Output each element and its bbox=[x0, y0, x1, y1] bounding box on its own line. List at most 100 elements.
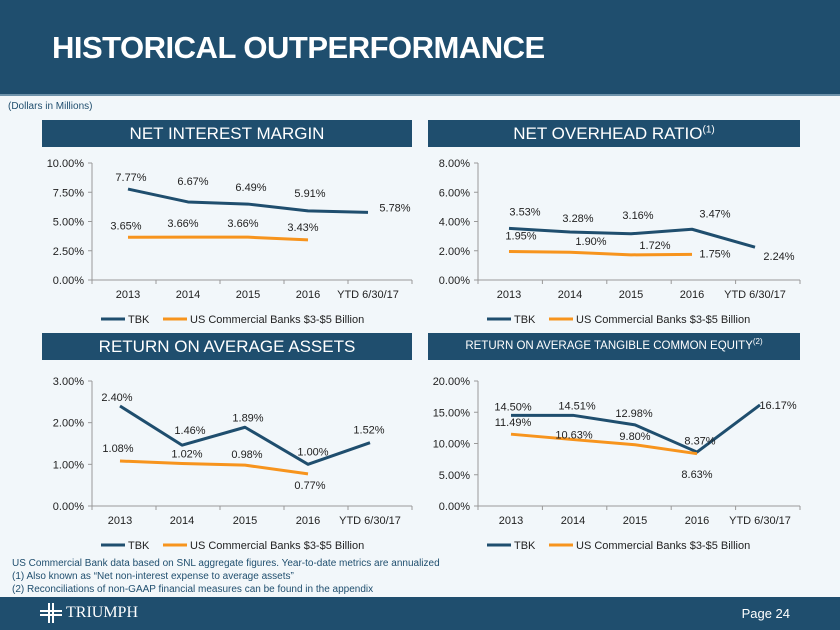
y-tick-label: 0.00% bbox=[439, 275, 470, 287]
y-tick-label: 6.00% bbox=[439, 187, 470, 199]
data-label: 1.02% bbox=[171, 449, 202, 461]
data-label: 0.98% bbox=[231, 449, 262, 461]
x-tick-label: 2015 bbox=[233, 515, 257, 527]
data-label: 3.16% bbox=[622, 210, 653, 222]
y-tick-label: 4.00% bbox=[439, 217, 470, 229]
data-label: 1.89% bbox=[232, 412, 263, 424]
legend-label-tbk: TBK bbox=[128, 314, 150, 326]
x-tick-label: YTD 6/30/17 bbox=[339, 515, 401, 527]
x-tick-label: 2013 bbox=[116, 289, 140, 301]
footnote: US Commercial Bank data based on SNL agg… bbox=[12, 558, 440, 569]
chart-title-text: NET INTEREST MARGIN bbox=[129, 124, 325, 143]
y-tick-label: 10.00% bbox=[433, 439, 471, 451]
series-line-banks bbox=[510, 432, 698, 456]
x-tick-label: 2015 bbox=[236, 289, 260, 301]
y-tick-label: 10.00% bbox=[47, 158, 85, 170]
data-label: 1.46% bbox=[174, 425, 205, 437]
legend-label-tbk: TBK bbox=[514, 314, 536, 326]
x-tick-label: 2016 bbox=[296, 515, 320, 527]
legend-label-banks: US Commercial Banks $3-$5 Billion bbox=[190, 540, 364, 552]
page-title: HISTORICAL OUTPERFORMANCE bbox=[52, 30, 545, 65]
legend-label-tbk: TBK bbox=[514, 540, 536, 552]
data-label: 12.98% bbox=[615, 408, 653, 420]
chart-title-text: NET OVERHEAD RATIO bbox=[513, 124, 703, 143]
data-label: 2.24% bbox=[763, 251, 794, 263]
data-label: 14.51% bbox=[558, 400, 596, 412]
data-label: 3.47% bbox=[699, 208, 730, 220]
cross-logo-icon bbox=[40, 603, 62, 623]
x-tick-label: 2013 bbox=[497, 289, 521, 301]
legend-label-tbk: TBK bbox=[128, 540, 150, 552]
y-tick-label: 5.00% bbox=[53, 217, 84, 229]
footnote: (2) Reconciliations of non-GAAP financia… bbox=[12, 584, 374, 595]
data-label: 8.63% bbox=[681, 469, 712, 481]
data-label: 3.66% bbox=[167, 218, 198, 230]
series-line-tbk bbox=[508, 226, 756, 249]
units-note: (Dollars in Millions) bbox=[8, 101, 93, 112]
y-tick-label: 1.00% bbox=[53, 459, 84, 471]
logo-text: TRIUMPH bbox=[66, 604, 139, 621]
data-label: 3.43% bbox=[287, 222, 318, 234]
data-label: 14.50% bbox=[494, 401, 532, 413]
data-label: 16.17% bbox=[759, 400, 797, 412]
x-tick-label: 2016 bbox=[680, 289, 704, 301]
y-tick-label: 8.00% bbox=[439, 158, 470, 170]
y-tick-label: 0.00% bbox=[53, 501, 84, 513]
data-label: 3.66% bbox=[227, 218, 258, 230]
data-label: 6.49% bbox=[235, 182, 266, 194]
x-tick-label: 2016 bbox=[296, 289, 320, 301]
y-tick-label: 2.00% bbox=[439, 246, 470, 258]
chart-title-text: RETURN ON AVERAGE ASSETS bbox=[98, 337, 356, 356]
data-label: 1.90% bbox=[575, 236, 606, 248]
y-tick-label: 7.50% bbox=[53, 187, 84, 199]
data-label: 3.65% bbox=[110, 220, 141, 232]
data-label: 7.77% bbox=[115, 172, 146, 184]
x-tick-label: 2016 bbox=[685, 515, 709, 527]
data-label: 10.63% bbox=[555, 430, 593, 442]
x-tick-label: 2015 bbox=[619, 289, 643, 301]
x-tick-label: 2014 bbox=[561, 515, 585, 527]
data-label: 1.00% bbox=[297, 446, 328, 458]
legend-label-banks: US Commercial Banks $3-$5 Billion bbox=[190, 314, 364, 326]
footnote: (1) Also known as “Net non-interest expe… bbox=[12, 571, 294, 582]
data-label: 1.72% bbox=[639, 240, 670, 252]
data-label: 1.08% bbox=[102, 443, 133, 455]
y-tick-label: 0.00% bbox=[53, 275, 84, 287]
data-label: 3.28% bbox=[562, 213, 593, 225]
chart-title-text: RETURN ON AVERAGE TANGIBLE COMMON EQUITY bbox=[465, 340, 753, 352]
triumph-logo: TRIUMPH bbox=[40, 603, 138, 623]
y-tick-label: 0.00% bbox=[439, 501, 470, 513]
header: HISTORICAL OUTPERFORMANCE bbox=[0, 0, 840, 96]
footer: TRIUMPH Page 24 bbox=[0, 597, 840, 630]
chart-title-nor: NET OVERHEAD RATIO(1) bbox=[428, 120, 800, 147]
chart-title-roatce: RETURN ON AVERAGE TANGIBLE COMMON EQUITY… bbox=[428, 333, 800, 360]
data-label: 0.77% bbox=[294, 480, 325, 492]
y-tick-label: 5.00% bbox=[439, 470, 470, 482]
series-line-banks bbox=[508, 249, 693, 257]
x-tick-label: 2015 bbox=[623, 515, 647, 527]
data-label: 6.67% bbox=[177, 176, 208, 188]
x-tick-label: 2014 bbox=[558, 289, 582, 301]
chart-title-roaa: RETURN ON AVERAGE ASSETS bbox=[42, 333, 412, 360]
data-label: 8.37% bbox=[684, 436, 715, 448]
data-label: 1.52% bbox=[353, 425, 384, 437]
y-tick-label: 20.00% bbox=[433, 376, 471, 388]
series-line-banks bbox=[127, 235, 309, 242]
x-tick-label: 2013 bbox=[108, 515, 132, 527]
data-label: 1.95% bbox=[505, 230, 536, 242]
data-label: 2.40% bbox=[101, 392, 132, 404]
data-label: 5.78% bbox=[379, 202, 410, 214]
legend-label-banks: US Commercial Banks $3-$5 Billion bbox=[576, 540, 750, 552]
page-number: Page 24 bbox=[741, 606, 790, 621]
legend-label-banks: US Commercial Banks $3-$5 Billion bbox=[576, 314, 750, 326]
x-tick-label: YTD 6/30/17 bbox=[724, 289, 786, 301]
x-tick-label: 2013 bbox=[499, 515, 523, 527]
y-tick-label: 2.50% bbox=[53, 246, 84, 258]
x-tick-label: 2014 bbox=[176, 289, 200, 301]
x-tick-label: YTD 6/30/17 bbox=[337, 289, 399, 301]
data-label: 3.53% bbox=[509, 206, 540, 218]
y-tick-label: 15.00% bbox=[433, 407, 471, 419]
y-tick-label: 3.00% bbox=[53, 376, 84, 388]
series-line-banks bbox=[119, 459, 309, 476]
